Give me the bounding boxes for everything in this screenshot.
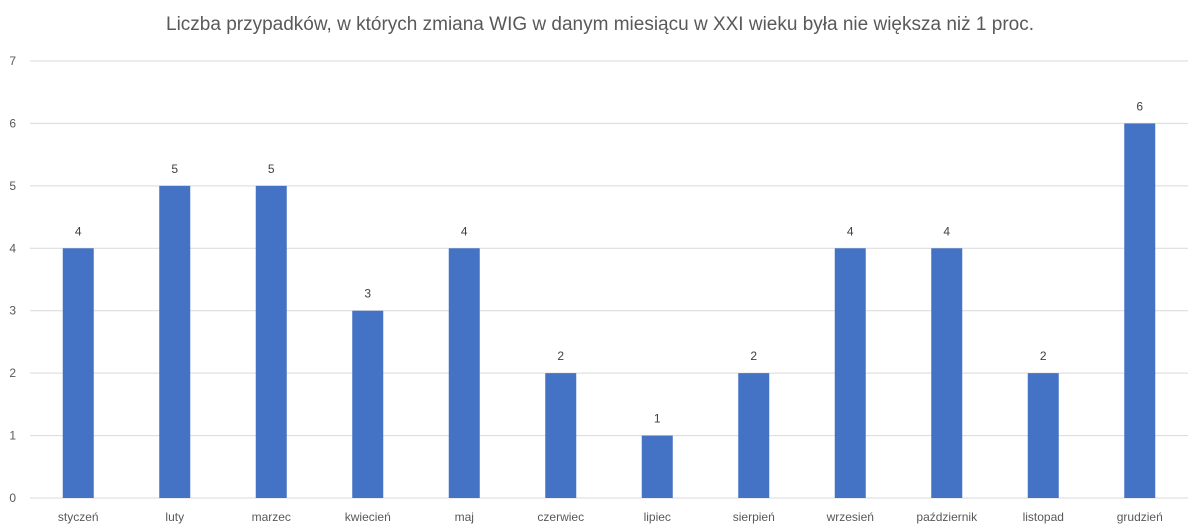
data-label: 4 — [461, 224, 468, 238]
y-axis-ticks: 0 1 2 3 4 5 6 7 — [9, 54, 16, 505]
bar — [1027, 373, 1059, 498]
x-tick-label: marzec — [252, 510, 291, 524]
data-label: 1 — [654, 412, 661, 426]
data-label: 3 — [364, 287, 371, 301]
y-tick-label: 6 — [9, 116, 16, 130]
bar — [448, 248, 480, 498]
data-label: 2 — [750, 349, 757, 363]
data-label: 4 — [75, 224, 82, 238]
data-label: 2 — [557, 349, 564, 363]
x-tick-label: wrzesień — [826, 510, 874, 524]
data-label: 5 — [268, 162, 275, 176]
data-label: 5 — [171, 162, 178, 176]
y-tick-label: 5 — [9, 179, 16, 193]
gridlines — [30, 60, 1188, 499]
bars — [62, 123, 1156, 498]
x-tick-label: maj — [455, 510, 474, 524]
x-tick-label: styczeń — [58, 510, 99, 524]
y-tick-label: 1 — [9, 429, 16, 443]
x-tick-label: czerwiec — [537, 510, 584, 524]
y-tick-label: 3 — [9, 304, 16, 318]
bar — [641, 435, 673, 498]
data-label: 4 — [847, 224, 854, 238]
bar — [352, 310, 384, 498]
chart-title: Liczba przypadków, w których zmiana WIG … — [166, 14, 1034, 35]
data-label: 2 — [1040, 349, 1047, 363]
x-tick-label: lipiec — [644, 510, 671, 524]
bar — [159, 185, 191, 498]
y-tick-label: 2 — [9, 366, 16, 380]
bar — [1124, 123, 1156, 498]
data-labels: 4 5 5 3 4 2 1 2 4 4 2 6 — [75, 99, 1144, 425]
x-tick-label: październik — [916, 510, 978, 524]
bar — [738, 373, 770, 498]
x-tick-label: sierpień — [733, 510, 775, 524]
x-tick-label: grudzień — [1117, 510, 1163, 524]
y-tick-label: 4 — [9, 241, 16, 255]
x-tick-label: luty — [165, 510, 184, 524]
bar — [931, 248, 963, 498]
bar — [545, 373, 577, 498]
bar — [834, 248, 866, 498]
data-label: 4 — [943, 224, 950, 238]
bar — [62, 248, 94, 498]
y-tick-label: 0 — [9, 491, 16, 505]
x-tick-label: listopad — [1023, 510, 1064, 524]
x-axis-ticks: styczeń luty marzec kwiecień maj czerwiec lipi… — [58, 510, 1163, 524]
x-tick-label: kwiecień — [345, 510, 391, 524]
bar — [255, 185, 287, 498]
y-tick-label: 7 — [9, 54, 16, 68]
data-label: 6 — [1136, 99, 1143, 113]
